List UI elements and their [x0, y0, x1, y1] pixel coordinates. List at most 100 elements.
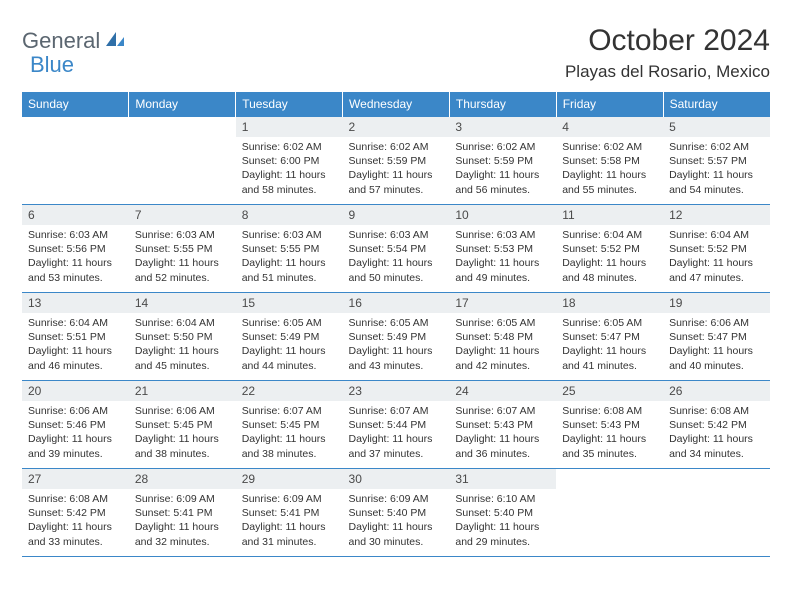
calendar-cell: 3Sunrise: 6:02 AMSunset: 5:59 PMDaylight… [449, 117, 556, 205]
day-info: Sunrise: 6:08 AMSunset: 5:43 PMDaylight:… [556, 401, 663, 465]
day-info: Sunrise: 6:04 AMSunset: 5:52 PMDaylight:… [556, 225, 663, 289]
col-sunday: Sunday [22, 92, 129, 117]
day-info: Sunrise: 6:05 AMSunset: 5:48 PMDaylight:… [449, 313, 556, 377]
day-number: 25 [556, 381, 663, 401]
day-number: 19 [663, 293, 770, 313]
brand-part1: General [22, 28, 100, 54]
calendar-week-row: 1Sunrise: 6:02 AMSunset: 6:00 PMDaylight… [22, 117, 770, 205]
calendar-body: 1Sunrise: 6:02 AMSunset: 6:00 PMDaylight… [22, 117, 770, 557]
day-number: 29 [236, 469, 343, 489]
calendar-cell: 22Sunrise: 6:07 AMSunset: 5:45 PMDayligh… [236, 381, 343, 469]
day-info: Sunrise: 6:02 AMSunset: 5:59 PMDaylight:… [449, 137, 556, 201]
day-number: 7 [129, 205, 236, 225]
day-number: 2 [343, 117, 450, 137]
calendar-cell: 30Sunrise: 6:09 AMSunset: 5:40 PMDayligh… [343, 469, 450, 557]
month-title: October 2024 [565, 24, 770, 58]
header: General October 2024 Playas del Rosario,… [22, 24, 770, 82]
location: Playas del Rosario, Mexico [565, 62, 770, 82]
day-number: 20 [22, 381, 129, 401]
day-info: Sunrise: 6:10 AMSunset: 5:40 PMDaylight:… [449, 489, 556, 553]
day-info: Sunrise: 6:03 AMSunset: 5:55 PMDaylight:… [236, 225, 343, 289]
day-number: 14 [129, 293, 236, 313]
calendar-week-row: 27Sunrise: 6:08 AMSunset: 5:42 PMDayligh… [22, 469, 770, 557]
day-info: Sunrise: 6:08 AMSunset: 5:42 PMDaylight:… [22, 489, 129, 553]
day-number: 15 [236, 293, 343, 313]
brand-part2: Blue [30, 52, 74, 77]
day-info: Sunrise: 6:06 AMSunset: 5:46 PMDaylight:… [22, 401, 129, 465]
day-info: Sunrise: 6:03 AMSunset: 5:56 PMDaylight:… [22, 225, 129, 289]
calendar-cell: 16Sunrise: 6:05 AMSunset: 5:49 PMDayligh… [343, 293, 450, 381]
day-number: 10 [449, 205, 556, 225]
calendar-cell: 21Sunrise: 6:06 AMSunset: 5:45 PMDayligh… [129, 381, 236, 469]
day-number: 9 [343, 205, 450, 225]
day-info: Sunrise: 6:07 AMSunset: 5:44 PMDaylight:… [343, 401, 450, 465]
calendar-cell: 10Sunrise: 6:03 AMSunset: 5:53 PMDayligh… [449, 205, 556, 293]
day-info: Sunrise: 6:09 AMSunset: 5:41 PMDaylight:… [236, 489, 343, 553]
calendar-cell [556, 469, 663, 557]
day-info: Sunrise: 6:06 AMSunset: 5:47 PMDaylight:… [663, 313, 770, 377]
day-number: 18 [556, 293, 663, 313]
day-info: Sunrise: 6:03 AMSunset: 5:53 PMDaylight:… [449, 225, 556, 289]
day-number: 8 [236, 205, 343, 225]
day-number: 26 [663, 381, 770, 401]
calendar-cell: 4Sunrise: 6:02 AMSunset: 5:58 PMDaylight… [556, 117, 663, 205]
calendar-cell: 5Sunrise: 6:02 AMSunset: 5:57 PMDaylight… [663, 117, 770, 205]
day-number: 16 [343, 293, 450, 313]
day-info: Sunrise: 6:07 AMSunset: 5:45 PMDaylight:… [236, 401, 343, 465]
calendar-cell: 27Sunrise: 6:08 AMSunset: 5:42 PMDayligh… [22, 469, 129, 557]
col-saturday: Saturday [663, 92, 770, 117]
day-number: 11 [556, 205, 663, 225]
day-info: Sunrise: 6:02 AMSunset: 5:57 PMDaylight:… [663, 137, 770, 201]
day-number: 1 [236, 117, 343, 137]
calendar-cell: 26Sunrise: 6:08 AMSunset: 5:42 PMDayligh… [663, 381, 770, 469]
calendar-week-row: 13Sunrise: 6:04 AMSunset: 5:51 PMDayligh… [22, 293, 770, 381]
calendar-cell: 12Sunrise: 6:04 AMSunset: 5:52 PMDayligh… [663, 205, 770, 293]
day-number: 31 [449, 469, 556, 489]
calendar-cell: 17Sunrise: 6:05 AMSunset: 5:48 PMDayligh… [449, 293, 556, 381]
day-info: Sunrise: 6:02 AMSunset: 5:58 PMDaylight:… [556, 137, 663, 201]
calendar-cell [22, 117, 129, 205]
calendar-week-row: 6Sunrise: 6:03 AMSunset: 5:56 PMDaylight… [22, 205, 770, 293]
calendar-cell: 13Sunrise: 6:04 AMSunset: 5:51 PMDayligh… [22, 293, 129, 381]
col-thursday: Thursday [449, 92, 556, 117]
day-number: 5 [663, 117, 770, 137]
day-number: 23 [343, 381, 450, 401]
calendar-cell: 7Sunrise: 6:03 AMSunset: 5:55 PMDaylight… [129, 205, 236, 293]
day-number: 13 [22, 293, 129, 313]
col-monday: Monday [129, 92, 236, 117]
day-info: Sunrise: 6:04 AMSunset: 5:52 PMDaylight:… [663, 225, 770, 289]
day-number: 22 [236, 381, 343, 401]
day-info: Sunrise: 6:07 AMSunset: 5:43 PMDaylight:… [449, 401, 556, 465]
day-number: 6 [22, 205, 129, 225]
day-number: 3 [449, 117, 556, 137]
title-block: October 2024 Playas del Rosario, Mexico [565, 24, 770, 82]
calendar-cell: 29Sunrise: 6:09 AMSunset: 5:41 PMDayligh… [236, 469, 343, 557]
calendar-cell: 28Sunrise: 6:09 AMSunset: 5:41 PMDayligh… [129, 469, 236, 557]
day-number: 12 [663, 205, 770, 225]
calendar-cell: 14Sunrise: 6:04 AMSunset: 5:50 PMDayligh… [129, 293, 236, 381]
day-number: 17 [449, 293, 556, 313]
calendar-cell [663, 469, 770, 557]
day-info: Sunrise: 6:05 AMSunset: 5:49 PMDaylight:… [236, 313, 343, 377]
brand-logo: General [22, 28, 128, 54]
day-info: Sunrise: 6:04 AMSunset: 5:51 PMDaylight:… [22, 313, 129, 377]
calendar-cell: 15Sunrise: 6:05 AMSunset: 5:49 PMDayligh… [236, 293, 343, 381]
calendar-cell: 24Sunrise: 6:07 AMSunset: 5:43 PMDayligh… [449, 381, 556, 469]
calendar-cell: 20Sunrise: 6:06 AMSunset: 5:46 PMDayligh… [22, 381, 129, 469]
day-number: 4 [556, 117, 663, 137]
col-wednesday: Wednesday [343, 92, 450, 117]
day-info: Sunrise: 6:09 AMSunset: 5:40 PMDaylight:… [343, 489, 450, 553]
brand-part2-wrap: Blue [30, 52, 74, 78]
calendar-cell: 31Sunrise: 6:10 AMSunset: 5:40 PMDayligh… [449, 469, 556, 557]
col-tuesday: Tuesday [236, 92, 343, 117]
day-info: Sunrise: 6:08 AMSunset: 5:42 PMDaylight:… [663, 401, 770, 465]
day-info: Sunrise: 6:02 AMSunset: 6:00 PMDaylight:… [236, 137, 343, 201]
calendar-cell: 18Sunrise: 6:05 AMSunset: 5:47 PMDayligh… [556, 293, 663, 381]
calendar-cell: 6Sunrise: 6:03 AMSunset: 5:56 PMDaylight… [22, 205, 129, 293]
day-info: Sunrise: 6:06 AMSunset: 5:45 PMDaylight:… [129, 401, 236, 465]
day-number: 28 [129, 469, 236, 489]
col-friday: Friday [556, 92, 663, 117]
calendar-cell: 2Sunrise: 6:02 AMSunset: 5:59 PMDaylight… [343, 117, 450, 205]
calendar-cell: 8Sunrise: 6:03 AMSunset: 5:55 PMDaylight… [236, 205, 343, 293]
calendar-cell: 19Sunrise: 6:06 AMSunset: 5:47 PMDayligh… [663, 293, 770, 381]
